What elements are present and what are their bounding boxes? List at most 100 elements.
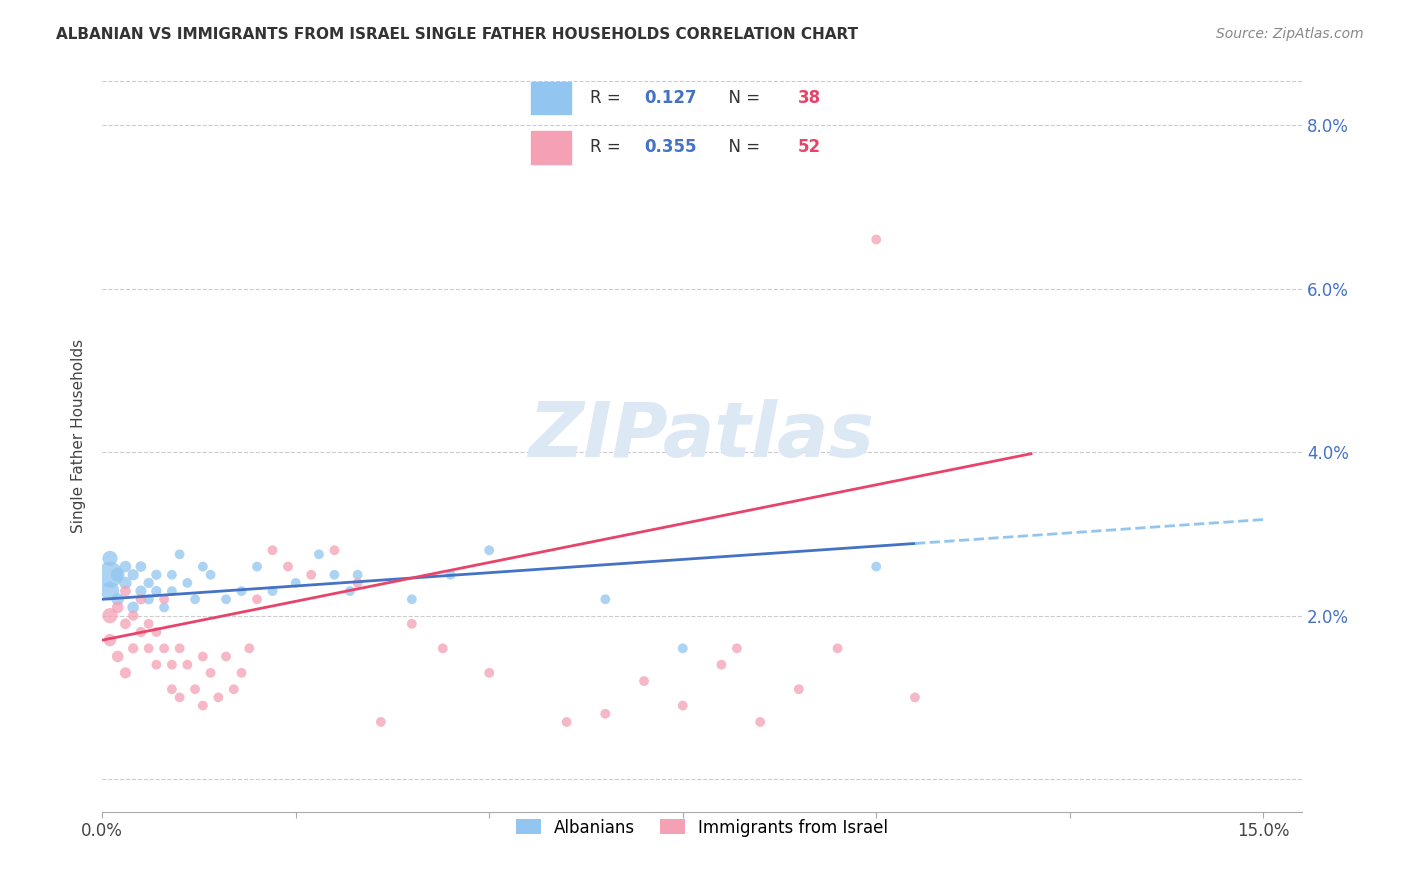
Point [215,592,238,607]
Point [129,584,152,599]
Point [191,559,214,574]
Text: N =: N = [717,138,765,156]
Point [200,665,222,680]
Point [749,714,772,729]
Point [184,682,207,697]
Point [215,649,238,664]
Point [478,665,501,680]
Point [595,706,617,721]
Point [222,682,245,697]
Point [114,559,136,574]
Text: ALBANIAN VS IMMIGRANTS FROM ISRAEL SINGLE FATHER HOUSEHOLDS CORRELATION CHART: ALBANIAN VS IMMIGRANTS FROM ISRAEL SINGL… [56,27,859,42]
Point [672,641,695,656]
Text: R =: R = [589,89,626,107]
Point [122,641,145,656]
Point [169,690,191,705]
Point [191,649,214,664]
Point [114,576,136,591]
Point [145,567,167,582]
Text: 0.355: 0.355 [644,138,697,156]
Point [160,682,183,697]
Point [129,592,152,607]
Point [246,559,269,574]
Point [595,592,617,607]
Point [176,576,198,591]
Point [98,633,121,648]
FancyBboxPatch shape [531,131,571,163]
Point [262,543,284,558]
Point [169,641,191,656]
Point [160,567,183,582]
Point [865,232,887,246]
Point [827,641,849,656]
Point [231,584,253,599]
Point [138,616,160,631]
Point [145,657,167,672]
Point [401,592,423,607]
Point [904,690,927,705]
Point [231,665,253,680]
Point [633,674,655,689]
Point [169,547,191,561]
Point [191,698,214,713]
Point [207,690,229,705]
Point [323,543,346,558]
Point [98,584,121,599]
Point [176,657,198,672]
Point [122,600,145,615]
Point [129,559,152,574]
FancyBboxPatch shape [531,82,571,114]
Point [277,559,299,574]
Point [138,592,160,607]
Point [114,584,136,599]
Text: 38: 38 [799,89,821,107]
Point [299,567,322,582]
Text: 0.127: 0.127 [644,89,697,107]
Point [323,567,346,582]
Point [160,657,183,672]
Point [107,600,129,615]
Point [114,665,136,680]
Point [238,641,260,656]
Point [672,698,695,713]
Point [246,592,269,607]
Point [346,567,368,582]
Point [478,543,501,558]
Point [98,567,121,582]
Point [122,567,145,582]
Point [555,714,578,729]
Text: R =: R = [589,138,626,156]
Point [339,584,361,599]
Point [153,592,176,607]
Text: N =: N = [717,89,765,107]
Point [432,641,454,656]
Point [401,616,423,631]
Point [370,714,392,729]
Point [145,625,167,640]
Point [184,592,207,607]
Point [153,641,176,656]
Point [153,600,176,615]
Point [107,592,129,607]
Point [710,657,733,672]
Point [284,576,307,591]
Point [107,649,129,664]
Point [262,584,284,599]
Point [107,567,129,582]
Point [787,682,810,697]
Point [98,608,121,623]
Text: 52: 52 [799,138,821,156]
Point [346,576,368,591]
Text: ZIPatlas: ZIPatlas [529,399,875,473]
Point [308,547,330,561]
Point [725,641,748,656]
Y-axis label: Single Father Households: Single Father Households [72,339,86,533]
Point [98,551,121,566]
Point [138,576,160,591]
Point [145,584,167,599]
Point [200,567,222,582]
Point [439,567,461,582]
Point [122,608,145,623]
Point [129,625,152,640]
Legend: Albanians, Immigrants from Israel: Albanians, Immigrants from Israel [508,810,897,845]
